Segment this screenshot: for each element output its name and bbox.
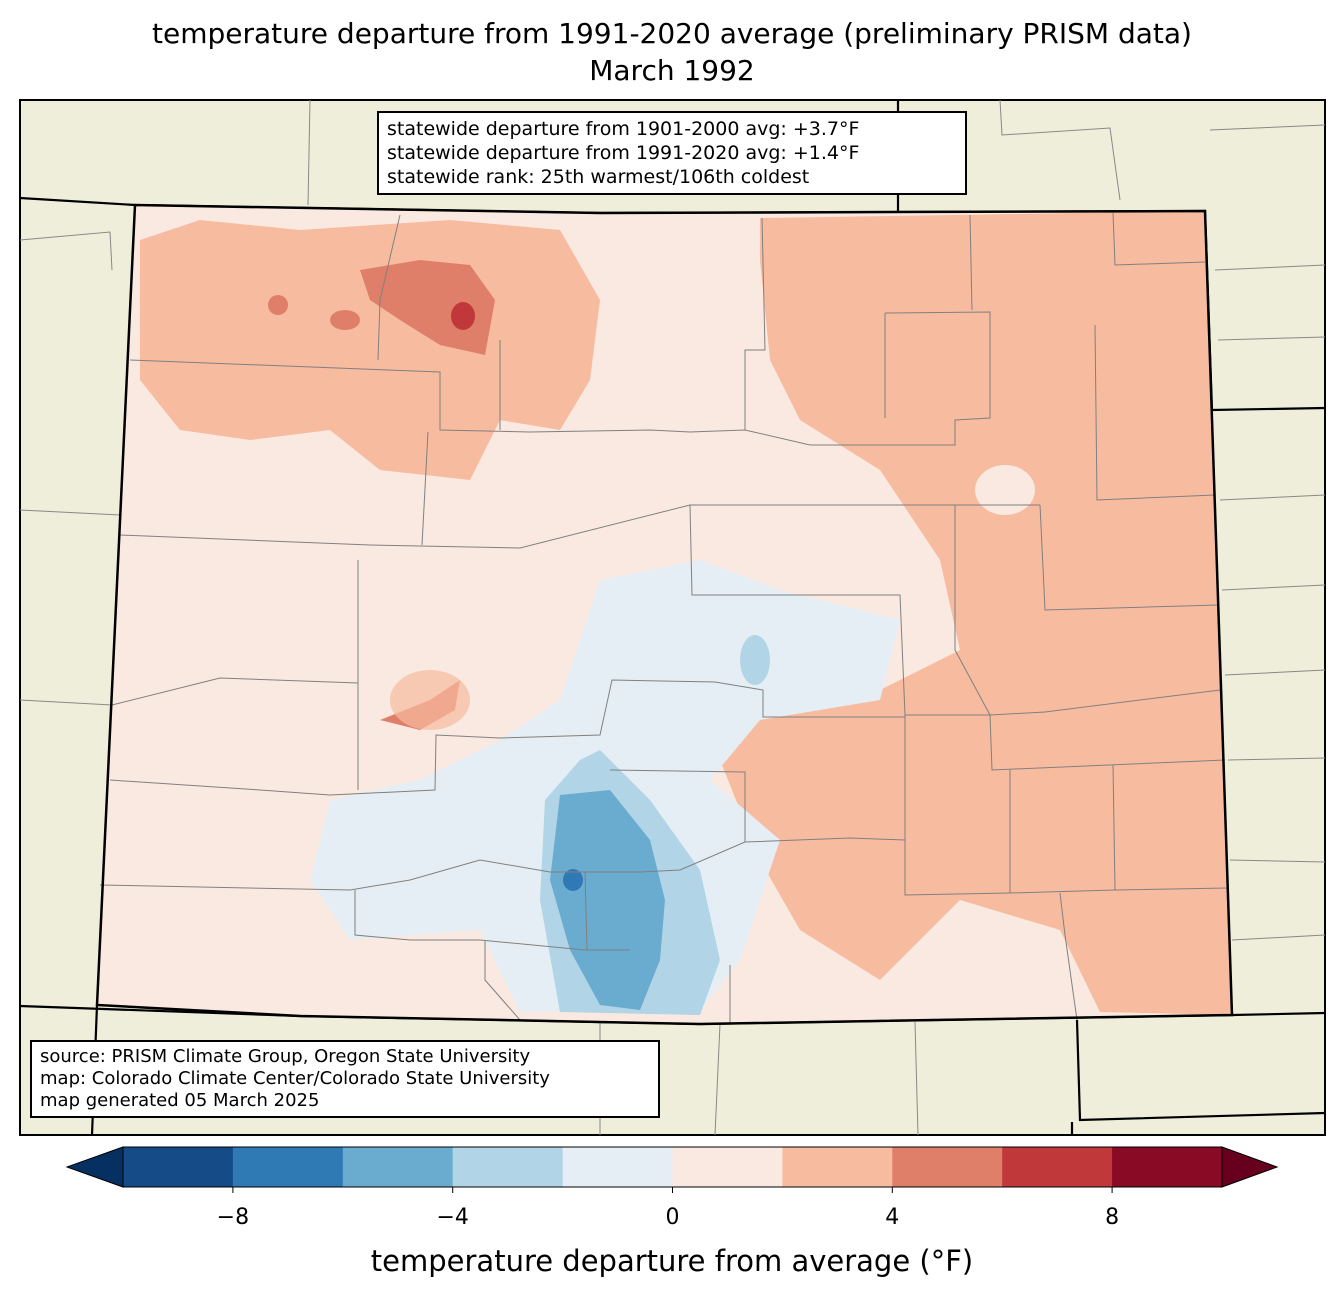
colorbar-tick-label: 0: [665, 1205, 680, 1230]
cold-spot: [563, 869, 583, 891]
colorbar-segment: [1002, 1147, 1113, 1187]
colorbar-segment: [123, 1147, 234, 1187]
warmer-region-north: [360, 260, 495, 355]
colorbar-segment: [232, 1147, 344, 1187]
source-line-2: map: Colorado Climate Center/Colorado St…: [40, 1068, 550, 1089]
stats-line-1: statewide departure from 1901-2000 avg: …: [387, 118, 860, 140]
colorbar-segment: [342, 1147, 454, 1187]
colorbar-segment: [672, 1147, 783, 1187]
map-title: temperature departure from 1991-2020 ave…: [152, 17, 1192, 50]
colorbar-segment: [452, 1147, 564, 1187]
stats-line-2: statewide departure from 1991-2020 avg: …: [387, 142, 860, 164]
warm-region-east: [720, 211, 1232, 1015]
colorbar: [65, 1146, 1279, 1193]
colorbar-tick-label: 4: [885, 1205, 900, 1230]
county-lines: [99, 212, 1229, 1024]
colorbar-tick-label: −8: [216, 1205, 250, 1230]
colorbar-segment: [1112, 1147, 1223, 1187]
colorbar-label: temperature departure from average (°F): [370, 1244, 974, 1278]
stats-box: statewide departure from 1901-2000 avg: …: [377, 111, 967, 195]
map-subtitle: March 1992: [589, 54, 755, 87]
colorbar-tick-label: −4: [436, 1205, 469, 1230]
source-line-3: map generated 05 March 2025: [40, 1090, 320, 1111]
colorbar-segment: [562, 1147, 673, 1187]
colorbar-segment: [892, 1147, 1003, 1187]
warm-region-northwest: [140, 220, 600, 480]
warmest-spot: [451, 302, 475, 330]
stats-line-3: statewide rank: 25th warmest/106th colde…: [387, 166, 810, 188]
colorbar-segment: [782, 1147, 893, 1187]
coolest-region: [550, 790, 665, 1010]
colorbar-extend-high: [1221, 1146, 1279, 1188]
source-line-1: source: PRISM Climate Group, Oregon Stat…: [40, 1046, 531, 1067]
colorbar-tick-label: 8: [1105, 1205, 1120, 1230]
source-box: source: PRISM Climate Group, Oregon Stat…: [30, 1040, 660, 1118]
colorbar-extend-low: [65, 1146, 124, 1188]
colorado-border: [95, 203, 1234, 1026]
neighbor-county-lines: [19, 99, 1326, 1136]
